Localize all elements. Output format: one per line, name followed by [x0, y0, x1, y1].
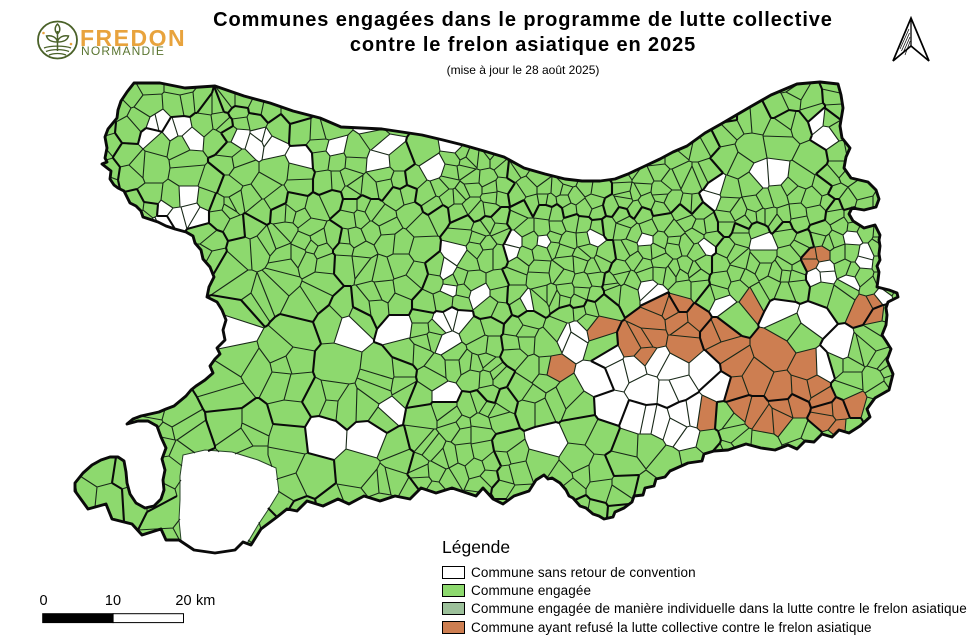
- svg-text:10: 10: [105, 593, 121, 609]
- svg-text:20: 20: [175, 593, 191, 609]
- svg-text:0: 0: [39, 593, 47, 609]
- svg-text:km: km: [196, 593, 215, 609]
